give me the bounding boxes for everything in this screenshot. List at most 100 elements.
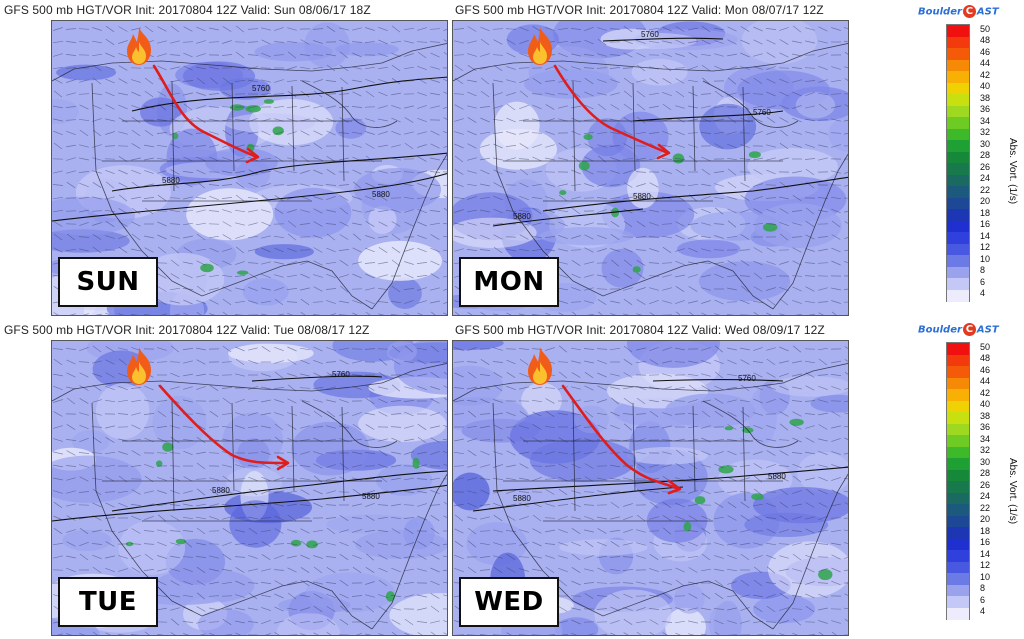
- wind-barb: [390, 413, 402, 415]
- wind-barb: [261, 451, 271, 455]
- wind-barb: [571, 425, 581, 429]
- wind-barb: [221, 106, 233, 108]
- wind-barb: [675, 26, 685, 32]
- wind-barb: [92, 27, 102, 31]
- wind-barb: [480, 131, 490, 135]
- wind-barb: [506, 131, 516, 135]
- wind-barb: [143, 313, 152, 315]
- wind-barb: [378, 144, 388, 148]
- wind-barb: [844, 618, 848, 622]
- wind-barb: [92, 222, 102, 226]
- wind-barb: [183, 26, 193, 32]
- vorticity-patch: [229, 500, 282, 548]
- wind-barb: [545, 425, 555, 429]
- wind-barb: [404, 411, 414, 417]
- wind-barb: [506, 39, 516, 45]
- wind-barb: [183, 92, 193, 96]
- wind-barb: [92, 170, 102, 174]
- wind-barb: [209, 274, 219, 278]
- wind-barb: [442, 439, 447, 441]
- wind-barb: [352, 503, 362, 507]
- wind-barb: [65, 106, 77, 108]
- wind-barb: [623, 143, 633, 149]
- wind-barb: [260, 145, 272, 147]
- wind-barb: [649, 490, 659, 494]
- wind-barb: [169, 197, 181, 199]
- wind-barb: [844, 261, 848, 264]
- wind-barb: [105, 91, 115, 97]
- vorticity-patch: [741, 21, 818, 64]
- wind-barb: [636, 488, 646, 496]
- wind-barb: [235, 607, 245, 611]
- wind-barb: [313, 105, 323, 109]
- wind-barb: [273, 387, 285, 389]
- wind-barb: [260, 504, 272, 506]
- wind-barb: [766, 39, 776, 45]
- colorbar-swatch: [947, 400, 969, 413]
- wind-barb: [287, 567, 297, 573]
- wind-barb: [583, 582, 595, 584]
- vorticity-patch: [358, 405, 447, 442]
- wind-barb: [235, 51, 245, 59]
- wind-barb: [454, 451, 464, 455]
- height-contour: [251, 375, 383, 382]
- wind-barb: [519, 26, 529, 32]
- wind-barb: [792, 632, 798, 635]
- wind-barb: [274, 477, 284, 481]
- wind-barb: [818, 412, 828, 416]
- wind-barb: [79, 248, 89, 252]
- wind-barb: [519, 477, 529, 481]
- wind-barb: [792, 222, 802, 226]
- wind-barb: [248, 359, 258, 365]
- wind-barb: [182, 556, 194, 558]
- wind-barb: [675, 169, 685, 175]
- wind-barb: [727, 39, 737, 45]
- wind-barb: [391, 130, 401, 136]
- wind-barb: [417, 183, 427, 187]
- wind-barb: [844, 66, 848, 69]
- wind-barb: [66, 233, 76, 241]
- wind-barb: [339, 462, 349, 470]
- wind-barb: [430, 130, 440, 136]
- wind-barb: [403, 491, 415, 493]
- wind-barb: [844, 387, 848, 390]
- wind-barb: [222, 130, 232, 136]
- wind-barb: [92, 436, 102, 444]
- state-border: [772, 473, 848, 630]
- wind-barb: [378, 386, 388, 390]
- wind-barb: [352, 312, 358, 315]
- wind-barb: [391, 144, 401, 148]
- wind-barb: [378, 118, 388, 122]
- wind-barb: [248, 248, 258, 252]
- wind-barb: [378, 79, 388, 83]
- wind-barb: [817, 374, 829, 376]
- wind-barb: [378, 247, 388, 253]
- wind-barb: [352, 566, 362, 574]
- wind-barb: [545, 92, 555, 96]
- wind-barb: [443, 397, 447, 401]
- wind-barb: [506, 66, 516, 70]
- wind-barb: [596, 197, 608, 199]
- wind-barb: [675, 579, 685, 587]
- wind-barb: [791, 400, 803, 402]
- wind-barb: [235, 346, 245, 352]
- wind-barb: [169, 504, 181, 506]
- wind-barb: [597, 299, 607, 305]
- wind-barb: [313, 346, 323, 352]
- wind-barb: [766, 347, 776, 351]
- wind-barb: [313, 169, 323, 175]
- wind-barb: [79, 144, 89, 148]
- wind-barb: [286, 634, 298, 635]
- wind-barb: [313, 451, 323, 455]
- wind-barb: [182, 530, 194, 532]
- wind-barb: [300, 579, 310, 587]
- vorticity-patch: [631, 58, 688, 86]
- wind-barb: [558, 248, 568, 252]
- wind-barb: [170, 618, 180, 626]
- wind-barb: [417, 436, 427, 444]
- wind-barb: [287, 105, 297, 109]
- wind-barb: [131, 412, 141, 416]
- wind-barb: [661, 439, 673, 441]
- wind-barb: [701, 399, 711, 403]
- wind-barb: [53, 105, 63, 109]
